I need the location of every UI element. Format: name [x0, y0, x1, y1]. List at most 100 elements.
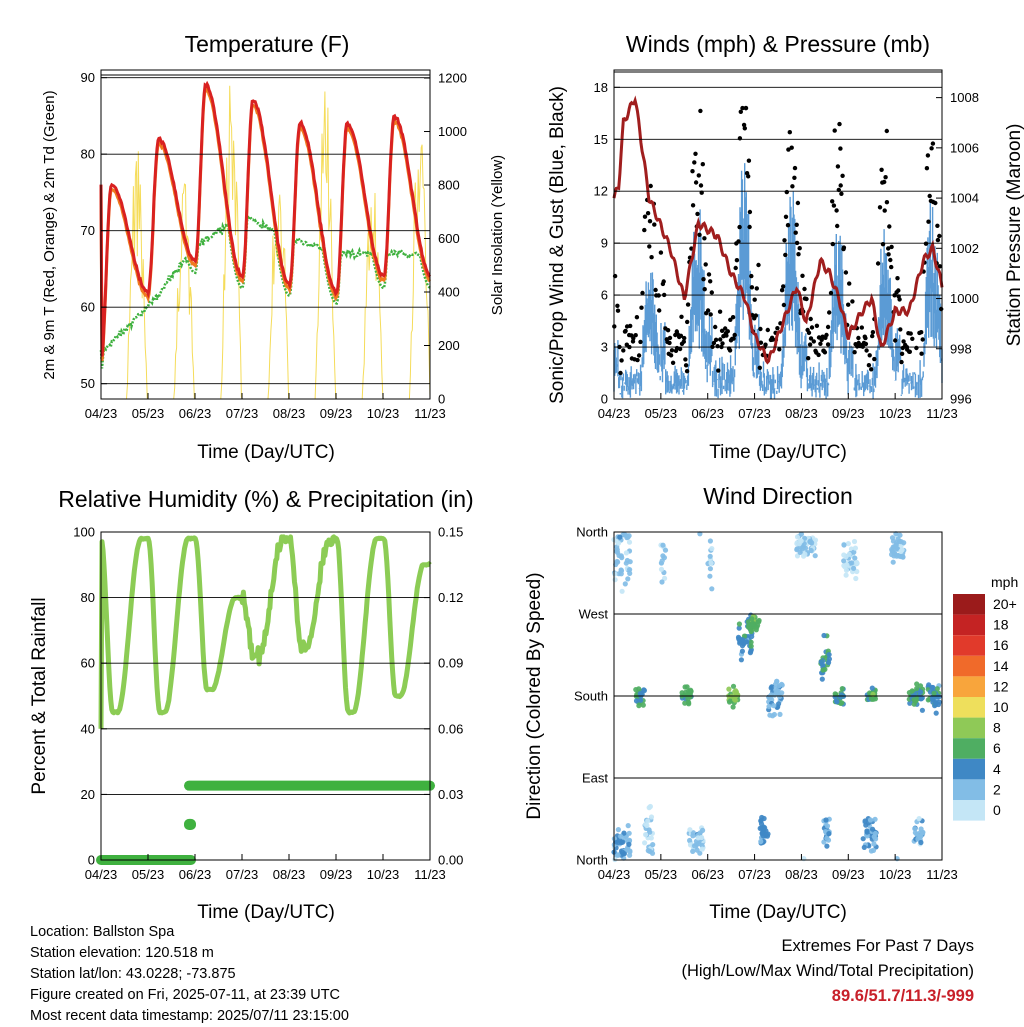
direction-point: [907, 700, 913, 706]
colorbar-swatch: [953, 717, 985, 739]
direction-point: [797, 549, 803, 556]
gust-point: [887, 224, 892, 229]
colorbar-label: 2: [993, 781, 1001, 797]
direction-point: [839, 686, 845, 692]
direction-point: [658, 560, 665, 566]
gust-point: [619, 358, 624, 363]
winds-y2tick-label: 1008: [950, 90, 979, 105]
gust-point: [692, 160, 697, 165]
gust-point: [870, 330, 876, 335]
gust-point: [841, 245, 847, 250]
winds-xtick-label: 11/23: [926, 406, 958, 421]
gust-point: [615, 303, 620, 308]
direction-point: [933, 710, 939, 716]
direction-point: [919, 707, 926, 713]
gust-point: [749, 273, 754, 279]
info-elevation: Station elevation: 120.518 m: [30, 945, 214, 961]
direction-point: [768, 685, 774, 691]
gust-point: [789, 145, 794, 150]
direction-point: [750, 621, 756, 627]
direction-point: [687, 827, 693, 833]
direction-point: [837, 694, 844, 700]
gust-point: [642, 227, 647, 233]
direction-ytick-label: North: [576, 853, 608, 868]
humidity-y2tick-label: 0.09: [438, 656, 463, 671]
gust-point: [742, 126, 747, 131]
gust-point: [667, 340, 672, 346]
gust-point: [935, 223, 940, 228]
direction-point: [645, 818, 651, 824]
colorbar-swatch: [953, 738, 985, 759]
gust-point: [718, 337, 723, 342]
winds-panel: Winds (mph) & Pressure (mb) 0 3 6 9 12 15 18 99…: [547, 31, 1024, 463]
colorbar-swatch: [953, 676, 985, 697]
direction-point: [794, 546, 800, 552]
direction-ytick-label: West: [579, 607, 609, 622]
gust-point: [863, 341, 869, 347]
gust-point: [706, 272, 712, 277]
gust-point: [830, 241, 835, 247]
direction-point: [936, 694, 942, 700]
direction-point: [615, 827, 622, 833]
temperature-xtick-label: 05/23: [132, 406, 165, 421]
temperature-y2tick-label: 0: [438, 392, 445, 407]
gust-point: [895, 276, 900, 281]
gust-point: [830, 199, 835, 204]
gust-point: [746, 174, 751, 179]
direction-point: [707, 573, 713, 579]
gust-point: [783, 252, 788, 258]
gust-point: [800, 273, 805, 278]
direction-point: [660, 553, 666, 559]
winds-y2tick-label: 1004: [950, 191, 979, 206]
winds-ytick-label: 0: [601, 392, 608, 407]
gust-point: [840, 173, 845, 178]
gust-point: [682, 335, 687, 341]
direction-point: [625, 823, 631, 829]
gust-point: [899, 351, 905, 356]
colorbar-swatch: [953, 758, 985, 780]
direction-point: [766, 703, 772, 710]
gust-point: [720, 341, 725, 346]
gust-point: [907, 349, 912, 354]
gust-point: [864, 348, 869, 353]
direction-point: [911, 697, 917, 703]
humidity-y2tick-label: 0.12: [438, 590, 463, 605]
gust-point: [670, 360, 676, 365]
gust-point: [828, 290, 834, 296]
gust-point: [794, 222, 799, 227]
extremes-value: 89.6/51.7/11.3/-999: [831, 987, 974, 1005]
direction-point: [662, 547, 669, 553]
gust-point: [756, 262, 761, 268]
direction-point: [748, 628, 754, 634]
gust-point: [636, 353, 642, 358]
gust-point: [872, 356, 877, 362]
gust-point: [835, 223, 840, 229]
direction-point: [889, 551, 895, 558]
direction-point: [612, 577, 618, 583]
direction-point: [697, 830, 703, 836]
temperature-title: Temperature (F): [185, 31, 350, 57]
direction-point: [915, 836, 921, 842]
info-created: Figure created on Fri, 2025-07-11, at 23…: [30, 987, 341, 1003]
gust-point: [811, 339, 816, 344]
gust-point: [713, 324, 718, 330]
gust-point: [827, 310, 832, 315]
direction-point: [898, 548, 904, 555]
direction-point: [820, 667, 826, 673]
temperature-y2tick-label: 200: [438, 338, 460, 353]
direction-point: [864, 829, 870, 835]
gust-point: [638, 339, 643, 345]
extremes-box: Extremes For Past 7 Days (High/Low/Max W…: [681, 934, 974, 1009]
humidity-ytick-label: 80: [81, 590, 95, 605]
winds-xtick-label: 09/23: [832, 406, 865, 421]
direction-point: [809, 540, 815, 546]
winds-ytick-label: 15: [594, 132, 608, 147]
gust-point: [910, 336, 915, 341]
temperature-y2tick-label: 1000: [438, 124, 467, 139]
gust-point: [832, 128, 837, 133]
colorbar-label: 20+: [993, 596, 1017, 612]
direction-point: [779, 690, 785, 696]
gust-point: [661, 279, 666, 284]
direction-point: [708, 560, 714, 566]
gust-point: [835, 164, 841, 169]
